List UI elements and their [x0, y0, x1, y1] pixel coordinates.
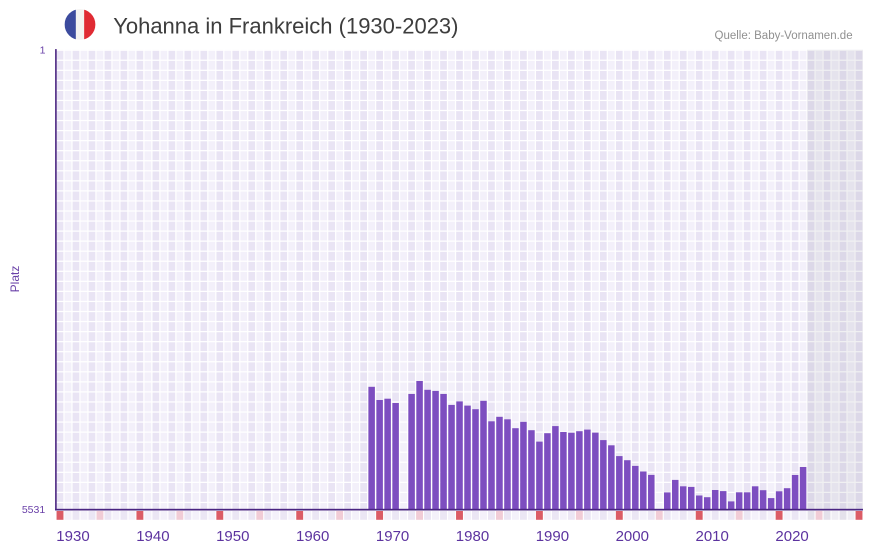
svg-text:1930: 1930 — [56, 528, 89, 545]
svg-text:1990: 1990 — [536, 528, 569, 545]
svg-text:Yohanna in Frankreich (1930-20: Yohanna in Frankreich (1930-2023) — [113, 14, 458, 39]
svg-text:1960: 1960 — [296, 528, 329, 545]
svg-text:2000: 2000 — [616, 528, 649, 545]
svg-text:1970: 1970 — [376, 528, 409, 545]
svg-text:2010: 2010 — [696, 528, 729, 545]
svg-text:Quelle: Baby-Vornamen.de: Quelle: Baby-Vornamen.de — [715, 30, 853, 42]
svg-text:5531: 5531 — [22, 504, 46, 516]
svg-text:2020: 2020 — [775, 528, 808, 545]
svg-text:Platz: Platz — [8, 266, 22, 293]
svg-text:1950: 1950 — [216, 528, 249, 545]
svg-text:1940: 1940 — [136, 528, 169, 545]
svg-text:1: 1 — [40, 44, 46, 56]
svg-text:1980: 1980 — [456, 528, 489, 545]
